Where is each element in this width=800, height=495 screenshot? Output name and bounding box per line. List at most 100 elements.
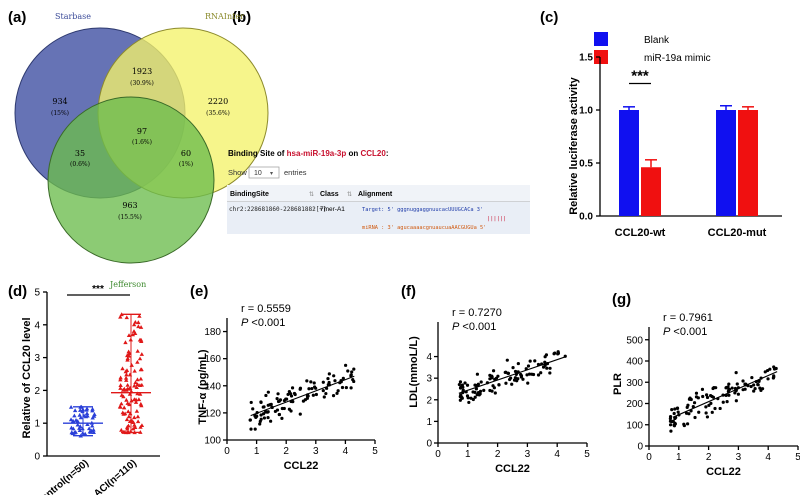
x-tick-label-g: 3 [736, 452, 742, 463]
y-tick-label-e: 180 [204, 327, 221, 338]
table-header-bg [227, 185, 530, 202]
data-point-e [289, 409, 293, 413]
venn-count-rnainter-jefferson: 60 [181, 149, 191, 158]
data-point-g [763, 370, 767, 374]
data-point-g [713, 406, 717, 411]
data-point-e [349, 386, 353, 390]
data-point-e [268, 403, 272, 407]
data-point-e [311, 393, 315, 397]
data-point-g [673, 421, 677, 425]
data-point-e [307, 387, 311, 391]
data-point-g [682, 423, 686, 428]
data-point-e [259, 400, 263, 404]
data-point-control [68, 417, 74, 422]
data-point-e [344, 385, 348, 390]
x-tick-label-f: 5 [584, 449, 590, 460]
data-point-g [669, 429, 673, 433]
alignment-mirna: miRNA : 3' agucaaaacgnuaucuaAACGUGUa 5' [362, 225, 486, 231]
data-point-g [670, 407, 674, 412]
data-point-g [694, 391, 699, 395]
data-point-f [482, 388, 486, 392]
col-header-bindingsite[interactable]: BindingSite [230, 191, 269, 198]
data-point-aci [133, 319, 138, 324]
data-point-g [687, 412, 691, 416]
y-tick-label-d: 5 [34, 288, 40, 299]
y-tick-label-e: 140 [204, 381, 221, 392]
data-point-g [701, 394, 705, 399]
data-point-g [710, 410, 714, 414]
data-point-g [756, 383, 760, 387]
col-header-class[interactable]: Class [320, 191, 339, 198]
binding-title-prefix: Binding Site of [228, 149, 287, 158]
col-header-alignment[interactable]: Alignment [358, 191, 393, 198]
x-tick-label-e: 1 [254, 446, 260, 457]
entries-select[interactable]: 10 ▾ [248, 166, 280, 179]
data-point-e [262, 416, 267, 420]
table-row: chr2:228681860-228681882[+] ↑ 7mer-A1 Ta… [227, 202, 530, 234]
data-point-aci [139, 352, 145, 356]
data-point-g [709, 393, 713, 398]
data-point-control [71, 426, 76, 431]
x-axis-label-f: CCL22 [495, 463, 530, 475]
data-point-aci [133, 397, 139, 402]
data-point-e [309, 380, 313, 384]
r-value-f: r = 0.7270 [452, 307, 502, 319]
data-point-g [714, 386, 718, 390]
data-point-f [493, 391, 497, 395]
data-point-f [458, 380, 463, 384]
p-value-italic-e: P [241, 317, 249, 329]
data-point-control [90, 406, 95, 411]
data-point-aci [133, 380, 138, 385]
bar-ccl20-wt-0 [619, 110, 639, 216]
data-point-g [705, 415, 710, 419]
data-point-f [459, 385, 463, 389]
data-point-f [526, 364, 531, 368]
data-point-g [675, 406, 680, 410]
venn-pct-starbase-jefferson: (0.6%) [70, 161, 90, 168]
data-point-f [510, 382, 514, 386]
x-axis-label-e: CCL22 [284, 460, 319, 472]
y-tick-label-c: 0.5 [579, 159, 593, 170]
binding-site-cell: chr2:228681860-228681882[+] [229, 206, 327, 213]
data-point-f [536, 373, 541, 377]
data-point-f [521, 377, 525, 381]
data-point-e [249, 427, 253, 431]
data-point-f [543, 360, 547, 364]
x-tick-label-g: 1 [676, 452, 682, 463]
data-point-g [668, 423, 673, 427]
data-point-aci [122, 405, 127, 410]
data-point-g [704, 411, 708, 415]
data-point-aci [118, 377, 123, 382]
data-point-control [72, 430, 77, 435]
alignment-target: Target: 5' gggnuggaggnuucacUUUGCACa 3' [362, 207, 483, 213]
data-point-f [463, 381, 467, 385]
y-tick-label-f: 3 [426, 374, 432, 385]
data-point-e [248, 418, 252, 422]
data-point-control [91, 427, 96, 432]
y-tick-label-e: 160 [204, 354, 221, 365]
sort-icon: ↑ [312, 207, 315, 213]
data-point-e [349, 373, 353, 377]
data-point-f [466, 396, 470, 400]
data-point-e [344, 363, 348, 367]
y-tick-label-d: 1 [34, 419, 40, 430]
data-point-e [290, 386, 295, 390]
p-value-text-f: <0.001 [459, 321, 496, 333]
y-tick-label-g: 0 [637, 442, 643, 453]
data-point-e [336, 389, 340, 393]
data-point-aci [122, 411, 128, 416]
data-point-g [707, 403, 711, 407]
data-point-control [84, 406, 90, 411]
data-point-aci [138, 367, 144, 372]
x-tick-label-e: 0 [224, 446, 230, 457]
data-point-aci [124, 372, 129, 377]
data-point-control [77, 426, 82, 430]
data-point-aci [139, 382, 145, 387]
r-value-g: r = 0.7961 [663, 312, 713, 324]
panel-label-a: (a) [8, 9, 26, 26]
data-point-f [552, 352, 556, 356]
entries-select-box[interactable] [248, 166, 280, 179]
data-point-e [258, 419, 262, 423]
venn-count-jefferson-only: 963 [122, 201, 137, 210]
data-point-f [490, 375, 494, 379]
